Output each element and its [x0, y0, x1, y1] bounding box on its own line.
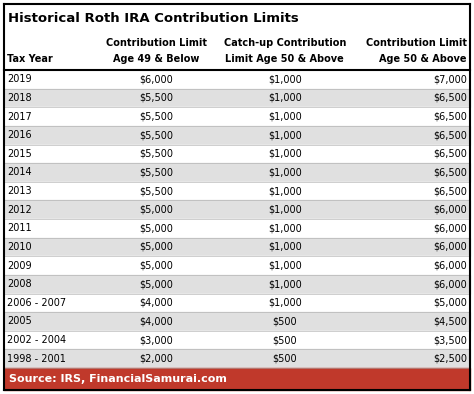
Text: $6,000: $6,000: [433, 279, 467, 289]
Bar: [4, 219, 470, 238]
Bar: [4, 182, 470, 201]
Text: $6,500: $6,500: [433, 167, 467, 177]
Text: $6,000: $6,000: [433, 260, 467, 271]
Text: $6,500: $6,500: [433, 112, 467, 122]
Text: $1,000: $1,000: [268, 167, 301, 177]
Bar: [4, 70, 470, 89]
Bar: [4, 256, 470, 275]
Bar: [4, 238, 470, 256]
Text: Source: IRS, FinancialSamurai.com: Source: IRS, FinancialSamurai.com: [9, 374, 227, 384]
Text: 2013: 2013: [7, 186, 32, 196]
Text: Historical Roth IRA Contribution Limits: Historical Roth IRA Contribution Limits: [8, 11, 299, 24]
Text: 2010: 2010: [7, 242, 32, 252]
Bar: [4, 145, 470, 163]
Text: $1,000: $1,000: [268, 112, 301, 122]
Text: 1998 - 2001: 1998 - 2001: [7, 354, 66, 364]
Text: $500: $500: [273, 335, 297, 345]
Text: $5,000: $5,000: [433, 298, 467, 308]
Text: $5,000: $5,000: [140, 205, 173, 215]
Text: $1,000: $1,000: [268, 223, 301, 233]
Text: $5,000: $5,000: [140, 279, 173, 289]
Text: $3,500: $3,500: [433, 335, 467, 345]
Bar: [4, 275, 470, 294]
Text: $2,500: $2,500: [433, 354, 467, 364]
Text: Contribution Limit: Contribution Limit: [106, 38, 207, 48]
Text: $1,000: $1,000: [268, 149, 301, 159]
Text: $6,500: $6,500: [433, 149, 467, 159]
Text: $4,000: $4,000: [140, 316, 173, 327]
Text: $6,500: $6,500: [433, 93, 467, 103]
Text: 2017: 2017: [7, 112, 32, 122]
Text: $500: $500: [273, 316, 297, 327]
Text: $3,000: $3,000: [140, 335, 173, 345]
Text: 2009: 2009: [7, 260, 32, 271]
Text: $1,000: $1,000: [268, 130, 301, 140]
Text: $5,000: $5,000: [140, 260, 173, 271]
Bar: [4, 201, 470, 219]
Text: 2016: 2016: [7, 130, 32, 140]
Text: Age 49 & Below: Age 49 & Below: [113, 54, 200, 64]
Text: $6,000: $6,000: [433, 242, 467, 252]
Text: $6,000: $6,000: [433, 223, 467, 233]
Bar: [4, 4, 470, 32]
Text: $6,500: $6,500: [433, 186, 467, 196]
Text: $1,000: $1,000: [268, 205, 301, 215]
Text: $1,000: $1,000: [268, 74, 301, 84]
Text: Age 50 & Above: Age 50 & Above: [380, 54, 467, 64]
Text: 2012: 2012: [7, 205, 32, 215]
Text: $1,000: $1,000: [268, 298, 301, 308]
Text: $4,500: $4,500: [433, 316, 467, 327]
Text: 2006 - 2007: 2006 - 2007: [7, 298, 66, 308]
Text: $5,500: $5,500: [140, 167, 173, 177]
Bar: [4, 32, 470, 70]
Text: $7,000: $7,000: [433, 74, 467, 84]
Text: 2008: 2008: [7, 279, 32, 289]
Text: $5,500: $5,500: [140, 93, 173, 103]
Text: Limit Age 50 & Above: Limit Age 50 & Above: [226, 54, 344, 64]
Text: $2,000: $2,000: [140, 354, 173, 364]
Text: $4,000: $4,000: [140, 298, 173, 308]
Text: 2014: 2014: [7, 167, 32, 177]
Text: $6,500: $6,500: [433, 130, 467, 140]
Text: $1,000: $1,000: [268, 242, 301, 252]
Bar: [4, 331, 470, 349]
Text: $5,500: $5,500: [140, 186, 173, 196]
Text: 2005: 2005: [7, 316, 32, 327]
Bar: [4, 368, 470, 390]
Text: Contribution Limit: Contribution Limit: [366, 38, 467, 48]
Text: Tax Year: Tax Year: [7, 54, 53, 64]
Text: 2015: 2015: [7, 149, 32, 159]
Text: $5,500: $5,500: [140, 130, 173, 140]
Text: $6,000: $6,000: [140, 74, 173, 84]
Text: 2011: 2011: [7, 223, 32, 233]
Bar: [4, 294, 470, 312]
Text: $1,000: $1,000: [268, 279, 301, 289]
Bar: [4, 126, 470, 145]
Text: $1,000: $1,000: [268, 260, 301, 271]
Text: Catch-up Contribution: Catch-up Contribution: [224, 38, 346, 48]
Text: 2019: 2019: [7, 74, 32, 84]
Text: 2018: 2018: [7, 93, 32, 103]
Text: 2002 - 2004: 2002 - 2004: [7, 335, 66, 345]
Text: $5,500: $5,500: [140, 112, 173, 122]
Bar: [4, 312, 470, 331]
Text: $5,000: $5,000: [140, 242, 173, 252]
Bar: [4, 107, 470, 126]
Text: $500: $500: [273, 354, 297, 364]
Text: $6,000: $6,000: [433, 205, 467, 215]
Text: $1,000: $1,000: [268, 186, 301, 196]
Text: $1,000: $1,000: [268, 93, 301, 103]
Bar: [4, 163, 470, 182]
Text: $5,500: $5,500: [140, 149, 173, 159]
Bar: [4, 349, 470, 368]
Text: $5,000: $5,000: [140, 223, 173, 233]
Bar: [4, 89, 470, 107]
